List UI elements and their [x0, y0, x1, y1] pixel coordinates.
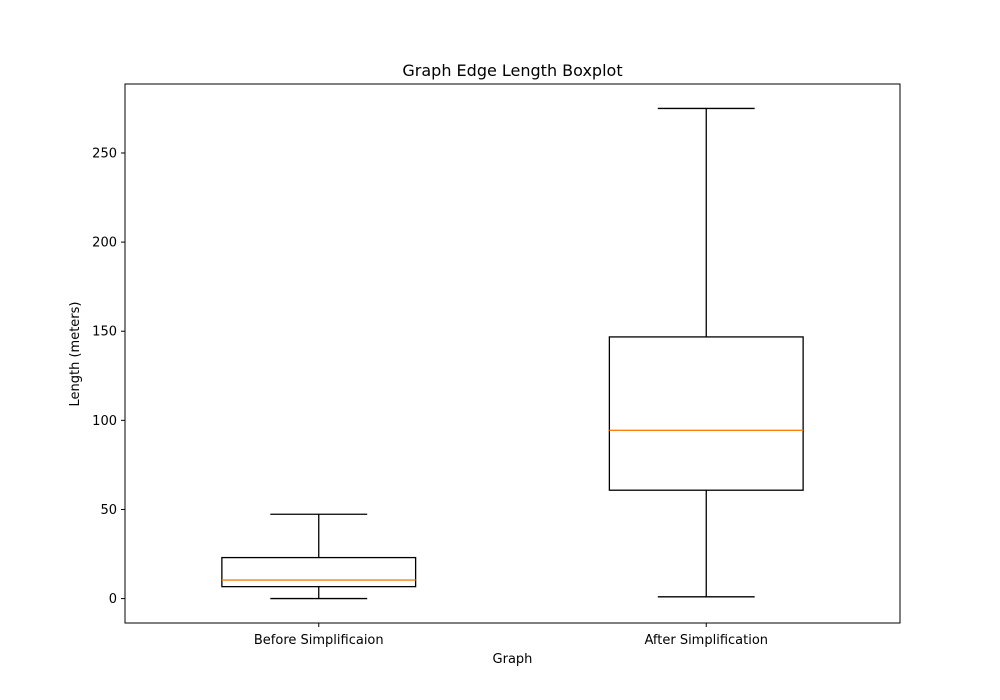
- plot-area: 0 50 100 150 200 250 Before Simplificaion After…: [92, 107, 804, 648]
- y-tick-label: 200: [92, 236, 117, 251]
- y-tick-label: 50: [100, 503, 117, 518]
- box: [608, 336, 804, 491]
- x-tick-label: After Simplification: [644, 633, 768, 648]
- x-axis-label: Graph: [493, 652, 533, 667]
- x-tick-label: Before Simplificaion: [254, 633, 384, 648]
- y-tick-label: 0: [109, 592, 117, 607]
- box: [221, 556, 417, 588]
- y-tick-label: 150: [92, 325, 117, 340]
- y-tick-label: 100: [92, 414, 117, 429]
- plot-frame: [124, 83, 901, 624]
- y-axis-label: Length (meters): [68, 302, 83, 407]
- chart-title: Graph Edge Length Boxplot: [402, 61, 622, 80]
- y-tick-label: 250: [92, 146, 117, 161]
